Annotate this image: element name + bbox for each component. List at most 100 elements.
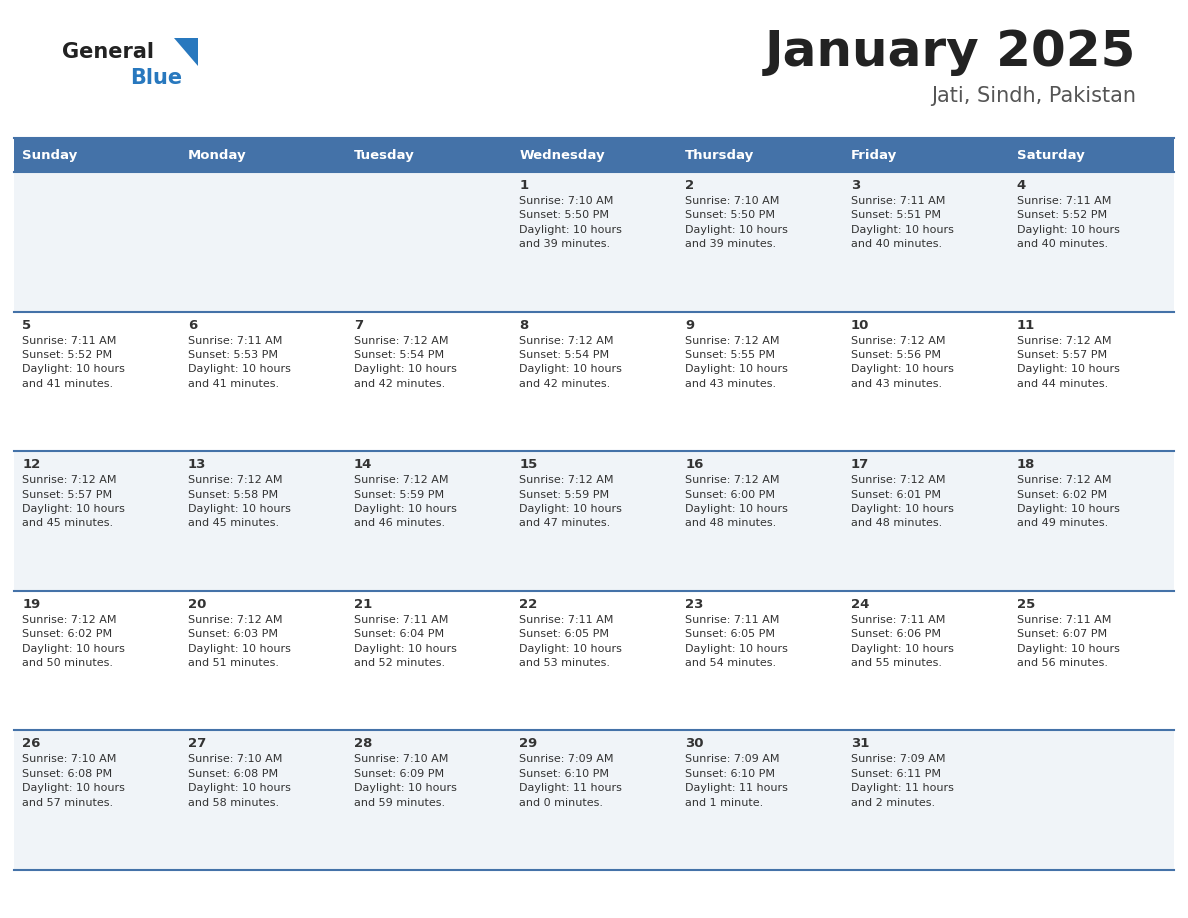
Text: Sunrise: 7:09 AM
Sunset: 6:10 PM
Daylight: 11 hours
and 1 minute.: Sunrise: 7:09 AM Sunset: 6:10 PM Dayligh… (685, 755, 788, 808)
Bar (1009, 311, 1174, 452)
Bar (842, 731, 1009, 870)
Bar (1009, 731, 1174, 870)
Text: 13: 13 (188, 458, 207, 471)
Text: 12: 12 (23, 458, 40, 471)
Bar (511, 138, 677, 172)
Text: 10: 10 (851, 319, 870, 331)
Text: Sunrise: 7:12 AM
Sunset: 6:00 PM
Daylight: 10 hours
and 48 minutes.: Sunrise: 7:12 AM Sunset: 6:00 PM Dayligh… (685, 476, 788, 529)
Text: 23: 23 (685, 598, 703, 610)
Text: 6: 6 (188, 319, 197, 331)
Text: Sunrise: 7:10 AM
Sunset: 5:50 PM
Daylight: 10 hours
and 39 minutes.: Sunrise: 7:10 AM Sunset: 5:50 PM Dayligh… (685, 196, 788, 249)
Bar (511, 172, 677, 311)
Bar (842, 138, 1009, 172)
Text: 14: 14 (354, 458, 372, 471)
Text: 4: 4 (1017, 179, 1025, 192)
Bar (179, 172, 346, 311)
Text: 8: 8 (519, 319, 529, 331)
Text: Sunrise: 7:10 AM
Sunset: 6:08 PM
Daylight: 10 hours
and 57 minutes.: Sunrise: 7:10 AM Sunset: 6:08 PM Dayligh… (23, 755, 125, 808)
Text: Blue: Blue (129, 68, 182, 88)
Text: 27: 27 (188, 737, 207, 750)
Text: 11: 11 (1017, 319, 1035, 331)
Text: 7: 7 (354, 319, 362, 331)
Text: Sunrise: 7:09 AM
Sunset: 6:11 PM
Daylight: 11 hours
and 2 minutes.: Sunrise: 7:09 AM Sunset: 6:11 PM Dayligh… (851, 755, 954, 808)
Text: Sunrise: 7:12 AM
Sunset: 5:54 PM
Daylight: 10 hours
and 42 minutes.: Sunrise: 7:12 AM Sunset: 5:54 PM Dayligh… (354, 336, 456, 389)
Text: Sunrise: 7:11 AM
Sunset: 5:51 PM
Daylight: 10 hours
and 40 minutes.: Sunrise: 7:11 AM Sunset: 5:51 PM Dayligh… (851, 196, 954, 249)
Text: Sunrise: 7:12 AM
Sunset: 5:57 PM
Daylight: 10 hours
and 44 minutes.: Sunrise: 7:12 AM Sunset: 5:57 PM Dayligh… (1017, 336, 1119, 389)
Bar (179, 138, 346, 172)
Text: Sunrise: 7:12 AM
Sunset: 5:58 PM
Daylight: 10 hours
and 45 minutes.: Sunrise: 7:12 AM Sunset: 5:58 PM Dayligh… (188, 476, 291, 529)
Bar (1009, 591, 1174, 731)
Text: Sunrise: 7:12 AM
Sunset: 5:57 PM
Daylight: 10 hours
and 45 minutes.: Sunrise: 7:12 AM Sunset: 5:57 PM Dayligh… (23, 476, 125, 529)
Bar (842, 452, 1009, 591)
Text: 17: 17 (851, 458, 870, 471)
Text: Sunrise: 7:12 AM
Sunset: 5:59 PM
Daylight: 10 hours
and 47 minutes.: Sunrise: 7:12 AM Sunset: 5:59 PM Dayligh… (519, 476, 623, 529)
Bar (842, 172, 1009, 311)
Bar (179, 591, 346, 731)
Bar (14, 138, 179, 172)
Text: 15: 15 (519, 458, 538, 471)
Text: 19: 19 (23, 598, 40, 610)
Bar (14, 731, 179, 870)
Text: 22: 22 (519, 598, 538, 610)
Text: Sunrise: 7:11 AM
Sunset: 6:05 PM
Daylight: 10 hours
and 54 minutes.: Sunrise: 7:11 AM Sunset: 6:05 PM Dayligh… (685, 615, 788, 668)
Text: 21: 21 (354, 598, 372, 610)
Bar (346, 731, 511, 870)
Text: 25: 25 (1017, 598, 1035, 610)
Bar (842, 591, 1009, 731)
Text: Sunrise: 7:11 AM
Sunset: 6:06 PM
Daylight: 10 hours
and 55 minutes.: Sunrise: 7:11 AM Sunset: 6:06 PM Dayligh… (851, 615, 954, 668)
Text: Jati, Sindh, Pakistan: Jati, Sindh, Pakistan (931, 86, 1136, 106)
Text: Thursday: Thursday (685, 149, 754, 162)
Text: 1: 1 (519, 179, 529, 192)
Bar (511, 591, 677, 731)
Bar (511, 452, 677, 591)
Text: 30: 30 (685, 737, 703, 750)
Text: Sunrise: 7:11 AM
Sunset: 5:52 PM
Daylight: 10 hours
and 41 minutes.: Sunrise: 7:11 AM Sunset: 5:52 PM Dayligh… (23, 336, 125, 389)
Text: January 2025: January 2025 (765, 28, 1136, 76)
Text: 18: 18 (1017, 458, 1035, 471)
Text: Sunrise: 7:12 AM
Sunset: 5:56 PM
Daylight: 10 hours
and 43 minutes.: Sunrise: 7:12 AM Sunset: 5:56 PM Dayligh… (851, 336, 954, 389)
Text: 24: 24 (851, 598, 870, 610)
Text: Sunrise: 7:09 AM
Sunset: 6:10 PM
Daylight: 11 hours
and 0 minutes.: Sunrise: 7:09 AM Sunset: 6:10 PM Dayligh… (519, 755, 623, 808)
Bar (677, 731, 842, 870)
Text: 2: 2 (685, 179, 694, 192)
Bar (1009, 452, 1174, 591)
Text: Sunrise: 7:11 AM
Sunset: 6:07 PM
Daylight: 10 hours
and 56 minutes.: Sunrise: 7:11 AM Sunset: 6:07 PM Dayligh… (1017, 615, 1119, 668)
Text: Sunrise: 7:11 AM
Sunset: 5:53 PM
Daylight: 10 hours
and 41 minutes.: Sunrise: 7:11 AM Sunset: 5:53 PM Dayligh… (188, 336, 291, 389)
Text: 29: 29 (519, 737, 538, 750)
Bar (677, 591, 842, 731)
Text: Sunrise: 7:12 AM
Sunset: 6:02 PM
Daylight: 10 hours
and 50 minutes.: Sunrise: 7:12 AM Sunset: 6:02 PM Dayligh… (23, 615, 125, 668)
Bar (179, 731, 346, 870)
Bar (14, 452, 179, 591)
Bar (677, 172, 842, 311)
Text: 9: 9 (685, 319, 694, 331)
Bar (14, 591, 179, 731)
Text: 20: 20 (188, 598, 207, 610)
Text: Wednesday: Wednesday (519, 149, 605, 162)
Bar (677, 452, 842, 591)
Bar (14, 311, 179, 452)
Bar (346, 452, 511, 591)
Text: Sunrise: 7:10 AM
Sunset: 6:08 PM
Daylight: 10 hours
and 58 minutes.: Sunrise: 7:10 AM Sunset: 6:08 PM Dayligh… (188, 755, 291, 808)
Text: Sunday: Sunday (23, 149, 77, 162)
Text: Friday: Friday (851, 149, 897, 162)
Bar (677, 138, 842, 172)
Bar (1009, 172, 1174, 311)
Bar (511, 731, 677, 870)
Text: Sunrise: 7:12 AM
Sunset: 5:59 PM
Daylight: 10 hours
and 46 minutes.: Sunrise: 7:12 AM Sunset: 5:59 PM Dayligh… (354, 476, 456, 529)
Bar (179, 311, 346, 452)
Text: Tuesday: Tuesday (354, 149, 415, 162)
Text: 26: 26 (23, 737, 40, 750)
Text: Monday: Monday (188, 149, 247, 162)
Bar (346, 172, 511, 311)
Text: General: General (62, 42, 154, 62)
Bar (511, 311, 677, 452)
Bar (179, 452, 346, 591)
Text: Sunrise: 7:11 AM
Sunset: 5:52 PM
Daylight: 10 hours
and 40 minutes.: Sunrise: 7:11 AM Sunset: 5:52 PM Dayligh… (1017, 196, 1119, 249)
Text: Sunrise: 7:10 AM
Sunset: 5:50 PM
Daylight: 10 hours
and 39 minutes.: Sunrise: 7:10 AM Sunset: 5:50 PM Dayligh… (519, 196, 623, 249)
Bar (346, 311, 511, 452)
Text: Sunrise: 7:10 AM
Sunset: 6:09 PM
Daylight: 10 hours
and 59 minutes.: Sunrise: 7:10 AM Sunset: 6:09 PM Dayligh… (354, 755, 456, 808)
Text: 31: 31 (851, 737, 870, 750)
Text: Sunrise: 7:11 AM
Sunset: 6:05 PM
Daylight: 10 hours
and 53 minutes.: Sunrise: 7:11 AM Sunset: 6:05 PM Dayligh… (519, 615, 623, 668)
Text: Sunrise: 7:12 AM
Sunset: 6:01 PM
Daylight: 10 hours
and 48 minutes.: Sunrise: 7:12 AM Sunset: 6:01 PM Dayligh… (851, 476, 954, 529)
Text: Saturday: Saturday (1017, 149, 1085, 162)
